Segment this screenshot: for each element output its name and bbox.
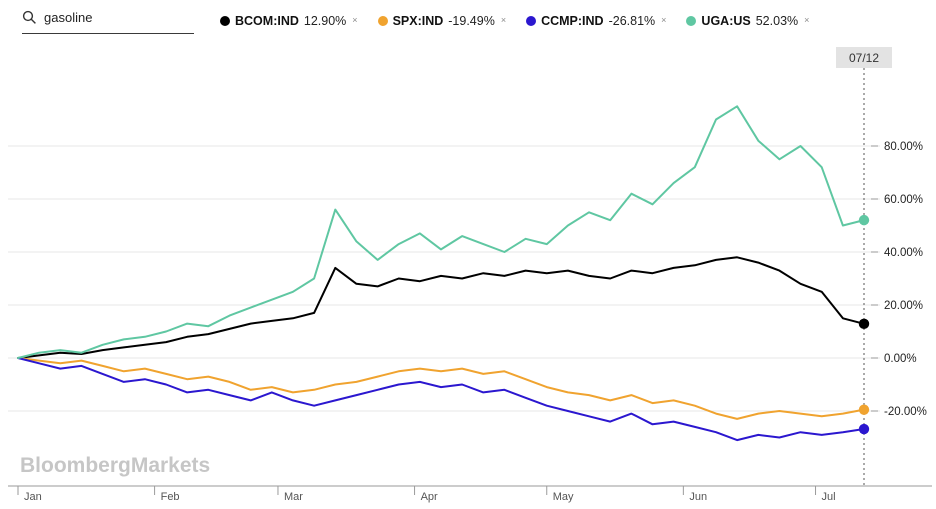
legend: BCOM:IND 12.90% × SPX:IND -19.49% × CCMP:IND -2… bbox=[220, 10, 809, 28]
series-change-value: -19.49% bbox=[448, 13, 495, 28]
remove-series-button[interactable]: × bbox=[500, 15, 507, 25]
watermark: BloombergMarkets bbox=[20, 454, 210, 477]
x-axis-label: Mar bbox=[284, 491, 303, 503]
y-axis-label: 60.00% bbox=[884, 194, 923, 206]
series-line-spx-ind bbox=[17, 357, 865, 420]
series-change-value: 52.03% bbox=[755, 13, 799, 28]
y-axis-label: 80.00% bbox=[884, 141, 923, 153]
legend-item-spx-ind: SPX:IND -19.49% × bbox=[377, 13, 507, 28]
series-change-value: -26.81% bbox=[608, 13, 656, 28]
legend-item-bcom-ind: BCOM:IND 12.90% × bbox=[220, 13, 358, 28]
series-line-ccmp-ind bbox=[17, 357, 865, 442]
cursor-date-label: 07/12 bbox=[849, 51, 879, 65]
x-axis-label: Jan bbox=[24, 491, 42, 503]
y-axis-label: 20.00% bbox=[884, 300, 923, 312]
series-end-dot-bcom-ind bbox=[858, 318, 870, 330]
legend-item-uga-us: UGA:US 52.03% × bbox=[686, 13, 809, 28]
x-axis-label: May bbox=[553, 491, 574, 503]
search-box[interactable] bbox=[22, 10, 194, 34]
chart-area: 80.00% 60.00% 40.00% 20.00% 0.00% -20.00% Bloo… bbox=[0, 40, 936, 509]
search-input[interactable] bbox=[44, 10, 176, 25]
x-axis-label: Jul bbox=[822, 491, 836, 503]
series-end-dot-spx-ind bbox=[858, 404, 870, 415]
y-axis-label: -20.00% bbox=[884, 406, 927, 418]
series-line-bcom-ind bbox=[17, 256, 865, 359]
remove-series-button[interactable]: × bbox=[352, 15, 358, 25]
series-end-dot-ccmp-ind bbox=[858, 423, 870, 435]
remove-series-button[interactable]: × bbox=[804, 15, 810, 25]
chart-canvas[interactable]: 80.00% 60.00% 40.00% 20.00% 0.00% -20.00% Bloo… bbox=[0, 40, 936, 509]
x-axis-label: Feb bbox=[161, 491, 180, 503]
series-ticker: UGA:US bbox=[701, 13, 751, 28]
series-color-dot bbox=[526, 15, 537, 26]
y-axis-label: 40.00% bbox=[884, 247, 923, 259]
series-ticker: BCOM:IND bbox=[235, 13, 299, 28]
series-color-dot bbox=[377, 15, 388, 26]
y-axis-label: 0.00% bbox=[884, 353, 917, 365]
remove-series-button[interactable]: × bbox=[661, 15, 667, 25]
series-line-uga-us bbox=[17, 105, 865, 359]
series-color-dot bbox=[220, 15, 230, 26]
cursor-date-badge bbox=[836, 47, 892, 68]
legend-item-ccmp-ind: CCMP:IND -26.81% × bbox=[526, 13, 666, 28]
series-color-dot bbox=[686, 15, 697, 26]
series-ticker: CCMP:IND bbox=[541, 13, 604, 28]
series-ticker: SPX:IND bbox=[392, 13, 444, 28]
series-change-value: 12.90% bbox=[303, 13, 347, 28]
search-icon bbox=[22, 10, 37, 25]
series-end-dot-uga-us bbox=[858, 214, 870, 226]
x-axis-label: Apr bbox=[421, 491, 438, 503]
x-axis-label: Jun bbox=[689, 491, 707, 503]
topbar: BCOM:IND 12.90% × SPX:IND -19.49% × CCMP:IND -2… bbox=[0, 0, 936, 40]
